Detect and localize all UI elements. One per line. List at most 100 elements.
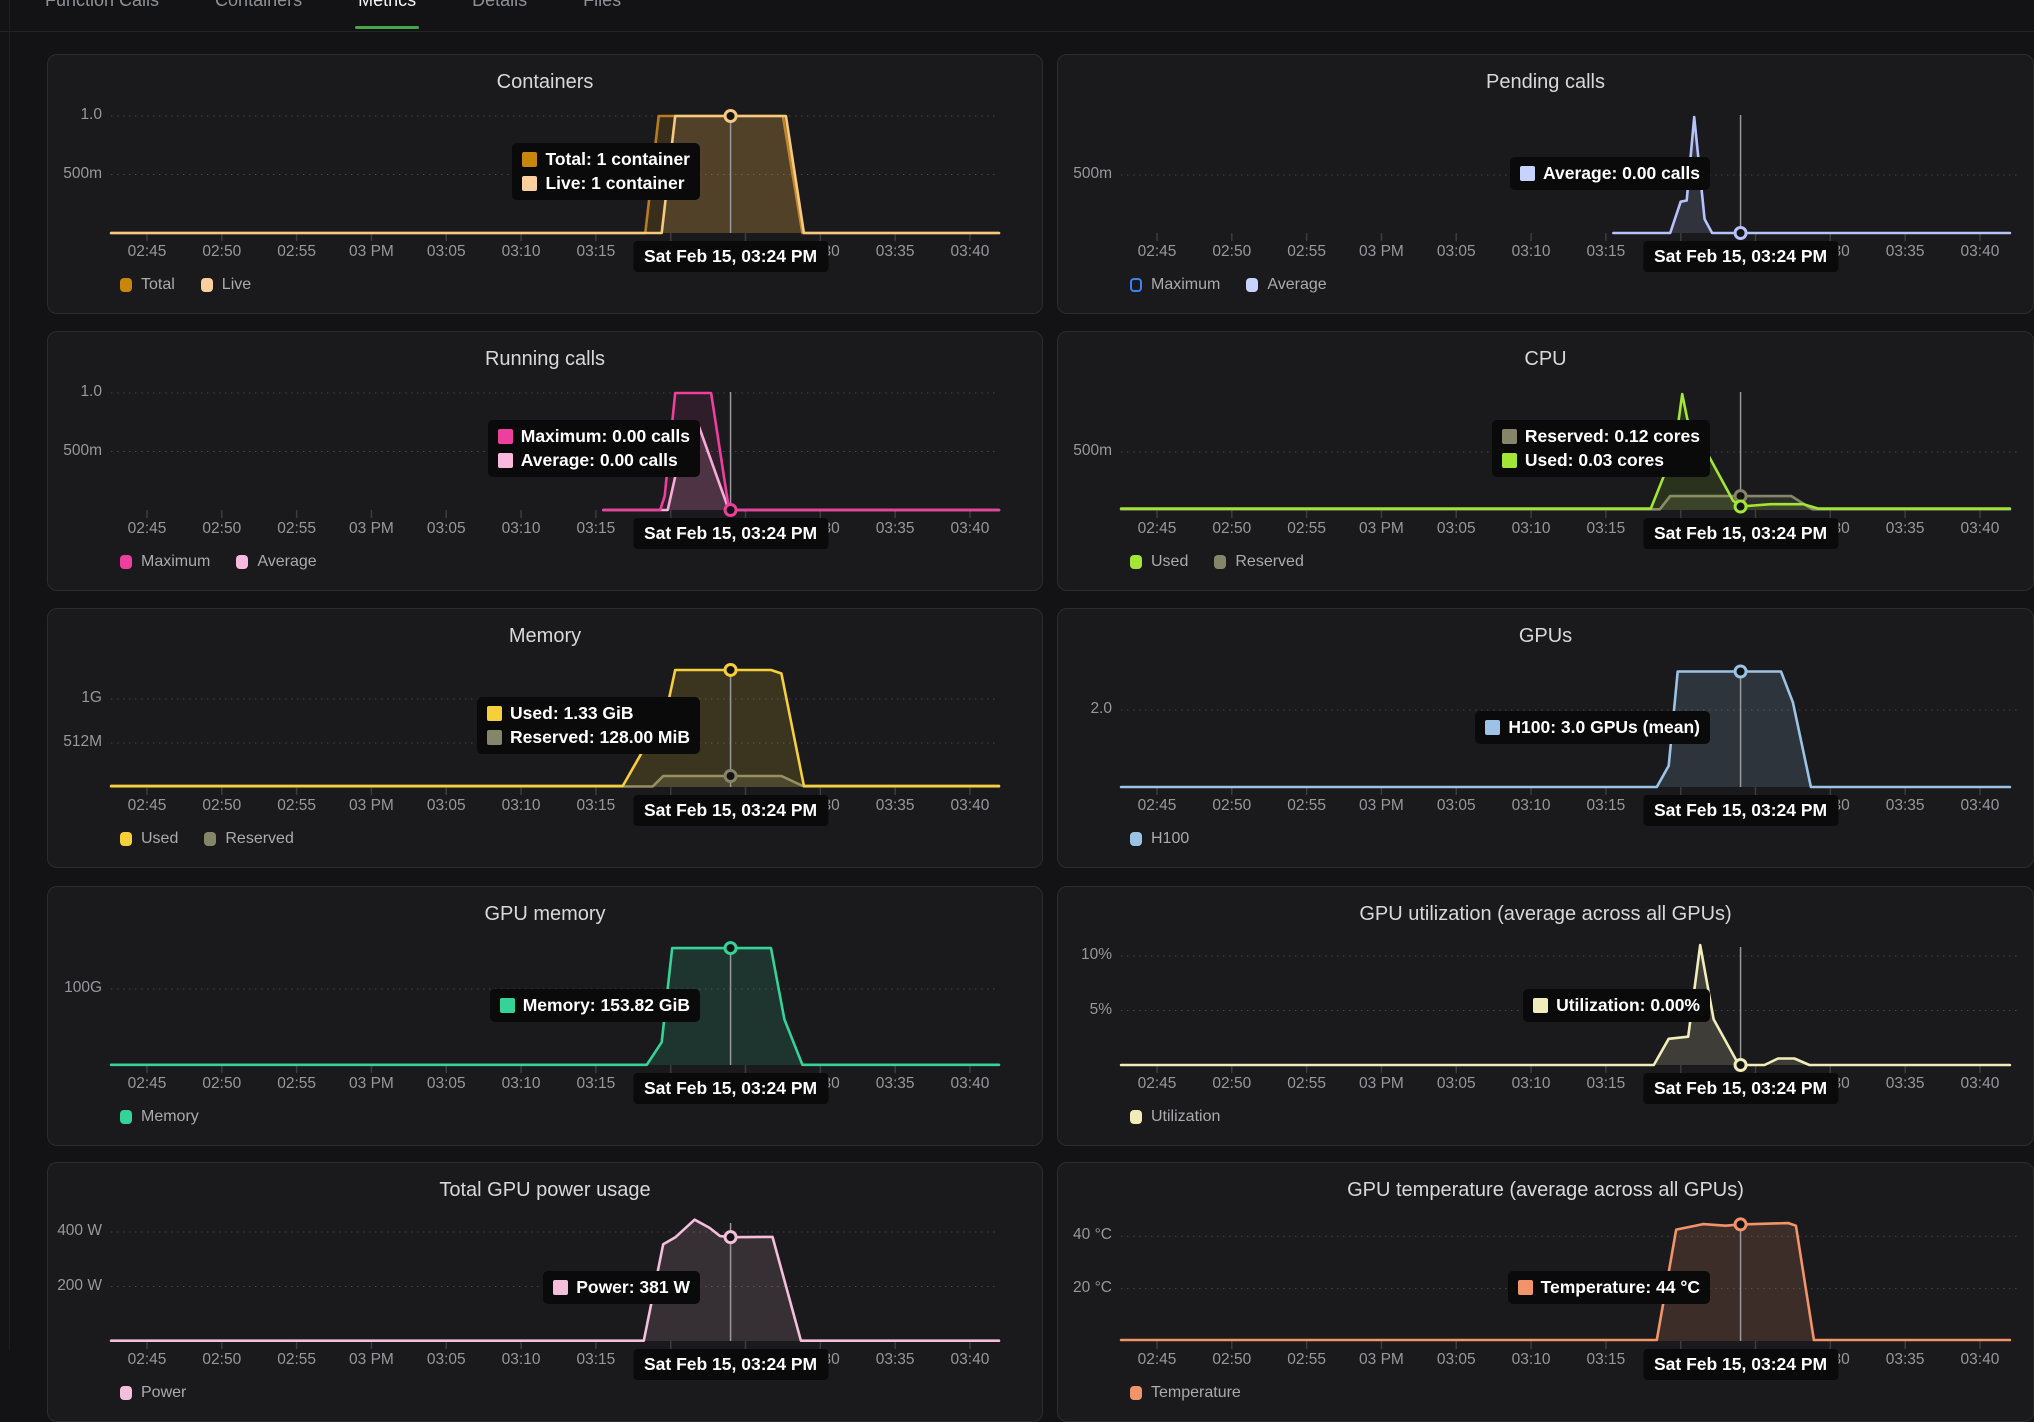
tooltip-series-value: Average: 0.00 calls <box>1543 163 1700 183</box>
x-axis-label: 02:50 <box>202 520 242 537</box>
tooltip-series-swatch-icon <box>497 429 513 444</box>
legend-label: Utilization <box>1151 1108 1221 1125</box>
y-axis-label: 1.0 <box>80 106 102 123</box>
legend-item-used[interactable]: Used <box>1130 553 1188 571</box>
y-axis-label: 200 W <box>57 1276 102 1294</box>
x-axis-label: 03:15 <box>1586 1351 1626 1368</box>
x-axis-label: 03 PM <box>1359 243 1404 260</box>
crosshair-date-tooltip: Sat Feb 15, 03:24 PM <box>1642 241 1839 272</box>
legend-item-reserved[interactable]: Reserved <box>204 830 294 848</box>
legend-item-utilization[interactable]: Utilization <box>1130 1108 1220 1126</box>
x-axis-label: 02:55 <box>1287 243 1327 260</box>
chart-legend: Power <box>120 1384 186 1402</box>
legend-swatch-icon <box>1214 555 1227 569</box>
chart-panel-containers: Containers 1.0 500m 02:45 02:50 02:55 03 PM 03:… <box>47 54 1043 314</box>
y-axis-label: 500m <box>63 441 102 459</box>
x-axis-label: 03:15 <box>1586 243 1626 260</box>
legend-swatch-icon <box>204 832 217 846</box>
legend-swatch-icon <box>1130 1386 1142 1400</box>
y-axis-label: 10% <box>1080 946 1112 963</box>
legend-item-temperature[interactable]: Temperature <box>1130 1384 1241 1402</box>
tooltip-series-value: Reserved: 0.12 cores <box>1524 426 1700 446</box>
x-axis-label: 02:45 <box>1137 1075 1177 1092</box>
legend-item-used[interactable]: Used <box>120 830 178 848</box>
chart-panel-memory: Memory 1G 512M 02:45 02:50 02:55 03 PM 03:05 03:… <box>47 608 1043 868</box>
tab-metrics[interactable]: Metrics <box>355 0 420 31</box>
x-axis-label: 03:35 <box>875 243 915 260</box>
legend-item-average[interactable]: Average <box>1246 276 1327 294</box>
legend-swatch-icon <box>120 278 132 292</box>
legend-item-average[interactable]: Average <box>236 553 317 571</box>
chart-canvas-containers[interactable] <box>48 55 1042 313</box>
legend-item-h100[interactable]: H100 <box>1130 830 1189 848</box>
x-axis-label: 03 PM <box>1359 1075 1404 1092</box>
tooltip-row: H100: 3.0 GPUs (mean) <box>1485 717 1700 738</box>
legend-item-maximum[interactable]: Maximum <box>1130 276 1220 294</box>
y-axis-label: 1G <box>81 689 102 706</box>
x-axis-label: 02:45 <box>127 797 167 814</box>
legend-swatch-icon <box>120 555 132 569</box>
x-axis-label: 03 PM <box>1359 520 1404 537</box>
tab-details[interactable]: Details <box>472 0 527 31</box>
x-axis-label: 02:50 <box>202 1351 242 1368</box>
x-axis-label: 02:55 <box>277 1075 317 1092</box>
legend-label: Average <box>257 553 317 570</box>
chart-legend: Used Reserved <box>120 830 294 848</box>
x-axis-label: 02:50 <box>1212 520 1252 537</box>
chart-panel-gpu-utilization-average-across-all-gpus: GPU utilization (average across all GPUs… <box>1057 886 2034 1146</box>
x-axis-label: 02:55 <box>277 520 317 537</box>
chart-panel-gpu-temperature-average-across-all-gpus: GPU temperature (average across all GPUs… <box>1057 1162 2034 1422</box>
chart-title: Containers <box>496 71 594 93</box>
y-axis-label: 100G <box>64 979 102 996</box>
tab-containers[interactable]: Containers <box>215 0 302 31</box>
chart-legend: Used Reserved <box>1130 553 1304 571</box>
tooltip-series-swatch-icon <box>1520 166 1536 181</box>
chart-tooltip: H100: 3.0 GPUs (mean) <box>1475 711 1710 744</box>
y-axis-label: 2.0 <box>1090 700 1112 717</box>
x-axis-label: 02:55 <box>1287 1075 1327 1092</box>
legend-swatch-icon <box>1130 1110 1142 1124</box>
chart-title: Memory <box>508 625 582 647</box>
tab-function-calls[interactable]: Function Calls <box>45 0 159 31</box>
x-axis-label: 03:10 <box>1511 797 1551 814</box>
legend-item-reserved[interactable]: Reserved <box>1214 553 1304 571</box>
x-axis-label: 03:40 <box>950 1075 990 1092</box>
y-axis-label: 40 °C <box>1073 1226 1112 1244</box>
x-axis-label: 03:05 <box>1436 1075 1476 1092</box>
legend-swatch-icon <box>1130 278 1142 292</box>
tooltip-row: Temperature: 44 °C <box>1517 1277 1700 1298</box>
x-axis-label: 02:45 <box>127 1075 167 1092</box>
content-left-border <box>9 0 10 1350</box>
tooltip-series-swatch-icon <box>1517 1280 1533 1295</box>
x-axis-label: 02:45 <box>127 1351 167 1368</box>
crosshair-date-tooltip: Sat Feb 15, 03:24 PM <box>632 1349 829 1380</box>
tooltip-series-swatch-icon <box>522 152 538 167</box>
chart-tooltip: Memory: 153.82 GiB <box>489 989 700 1022</box>
x-axis-label: 03:15 <box>576 243 616 260</box>
x-axis-label: 02:45 <box>1137 1351 1177 1368</box>
legend-item-maximum[interactable]: Maximum <box>120 553 210 571</box>
tooltip-series-swatch-icon <box>553 1280 569 1295</box>
chart-tooltip: Reserved: 0.12 cores Used: 0.03 cores <box>1491 420 1710 477</box>
x-axis-label: 02:45 <box>127 243 167 260</box>
chart-legend: Memory <box>120 1108 199 1126</box>
x-axis-label: 02:50 <box>1212 1351 1252 1368</box>
crosshair-date-tooltip: Sat Feb 15, 03:24 PM <box>632 795 829 826</box>
chart-canvas-gpus[interactable] <box>1058 609 2033 867</box>
x-axis-label: 02:55 <box>1287 520 1327 537</box>
x-axis-label: 03:35 <box>1885 1351 1925 1368</box>
x-axis-label: 03:15 <box>576 797 616 814</box>
tab-files[interactable]: Files <box>583 0 621 31</box>
x-axis-label: 03:05 <box>426 243 466 260</box>
chart-tooltip: Utilization: 0.00% <box>1523 989 1710 1022</box>
x-axis-label: 03:10 <box>501 520 541 537</box>
legend-item-memory[interactable]: Memory <box>120 1108 199 1126</box>
legend-item-live[interactable]: Live <box>200 276 251 294</box>
x-axis-label: 02:45 <box>127 520 167 537</box>
crosshair-date-tooltip: Sat Feb 15, 03:24 PM <box>632 241 829 272</box>
legend-item-power[interactable]: Power <box>120 1384 186 1402</box>
chart-legend: H100 <box>1130 830 1189 848</box>
chart-panel-running-calls: Running calls 1.0 500m 02:45 02:50 02:55 03 PM… <box>47 331 1043 591</box>
legend-item-total[interactable]: Total <box>120 276 175 294</box>
tooltip-series-value: Reserved: 128.00 MiB <box>510 727 690 747</box>
